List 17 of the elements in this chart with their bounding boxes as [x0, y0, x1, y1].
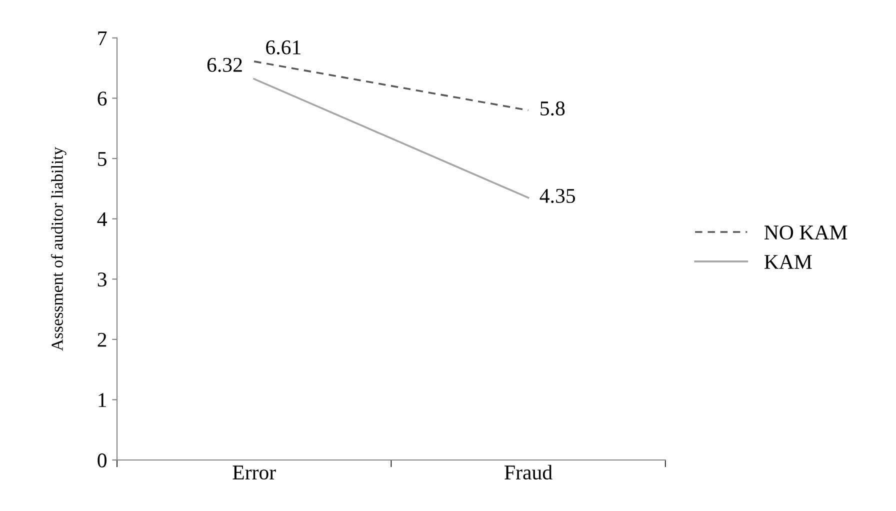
y-tick-label: 6 — [98, 92, 107, 106]
y-axis-title: Assessment of auditor liability — [50, 146, 66, 351]
data-label: 5.8 — [540, 101, 565, 116]
y-tick-label: 7 — [98, 32, 107, 46]
y-tick-label: 5 — [98, 152, 106, 166]
y-tick-label: 2 — [98, 332, 106, 347]
data-label: 6.32 — [207, 58, 242, 72]
y-tick-label: 4 — [97, 212, 107, 226]
data-label: 4.35 — [540, 188, 576, 204]
y-tick-label: 0 — [98, 453, 106, 468]
x-tick-label: Error — [232, 466, 276, 480]
y-tick-label: 1 — [98, 393, 106, 407]
y-tick-label: 3 — [98, 272, 106, 287]
x-tick-label: Fraud — [504, 464, 552, 480]
legend-label: NO KAM — [764, 226, 848, 240]
legend-label: KAM — [764, 255, 812, 269]
data-label: 6.61 — [266, 40, 300, 55]
